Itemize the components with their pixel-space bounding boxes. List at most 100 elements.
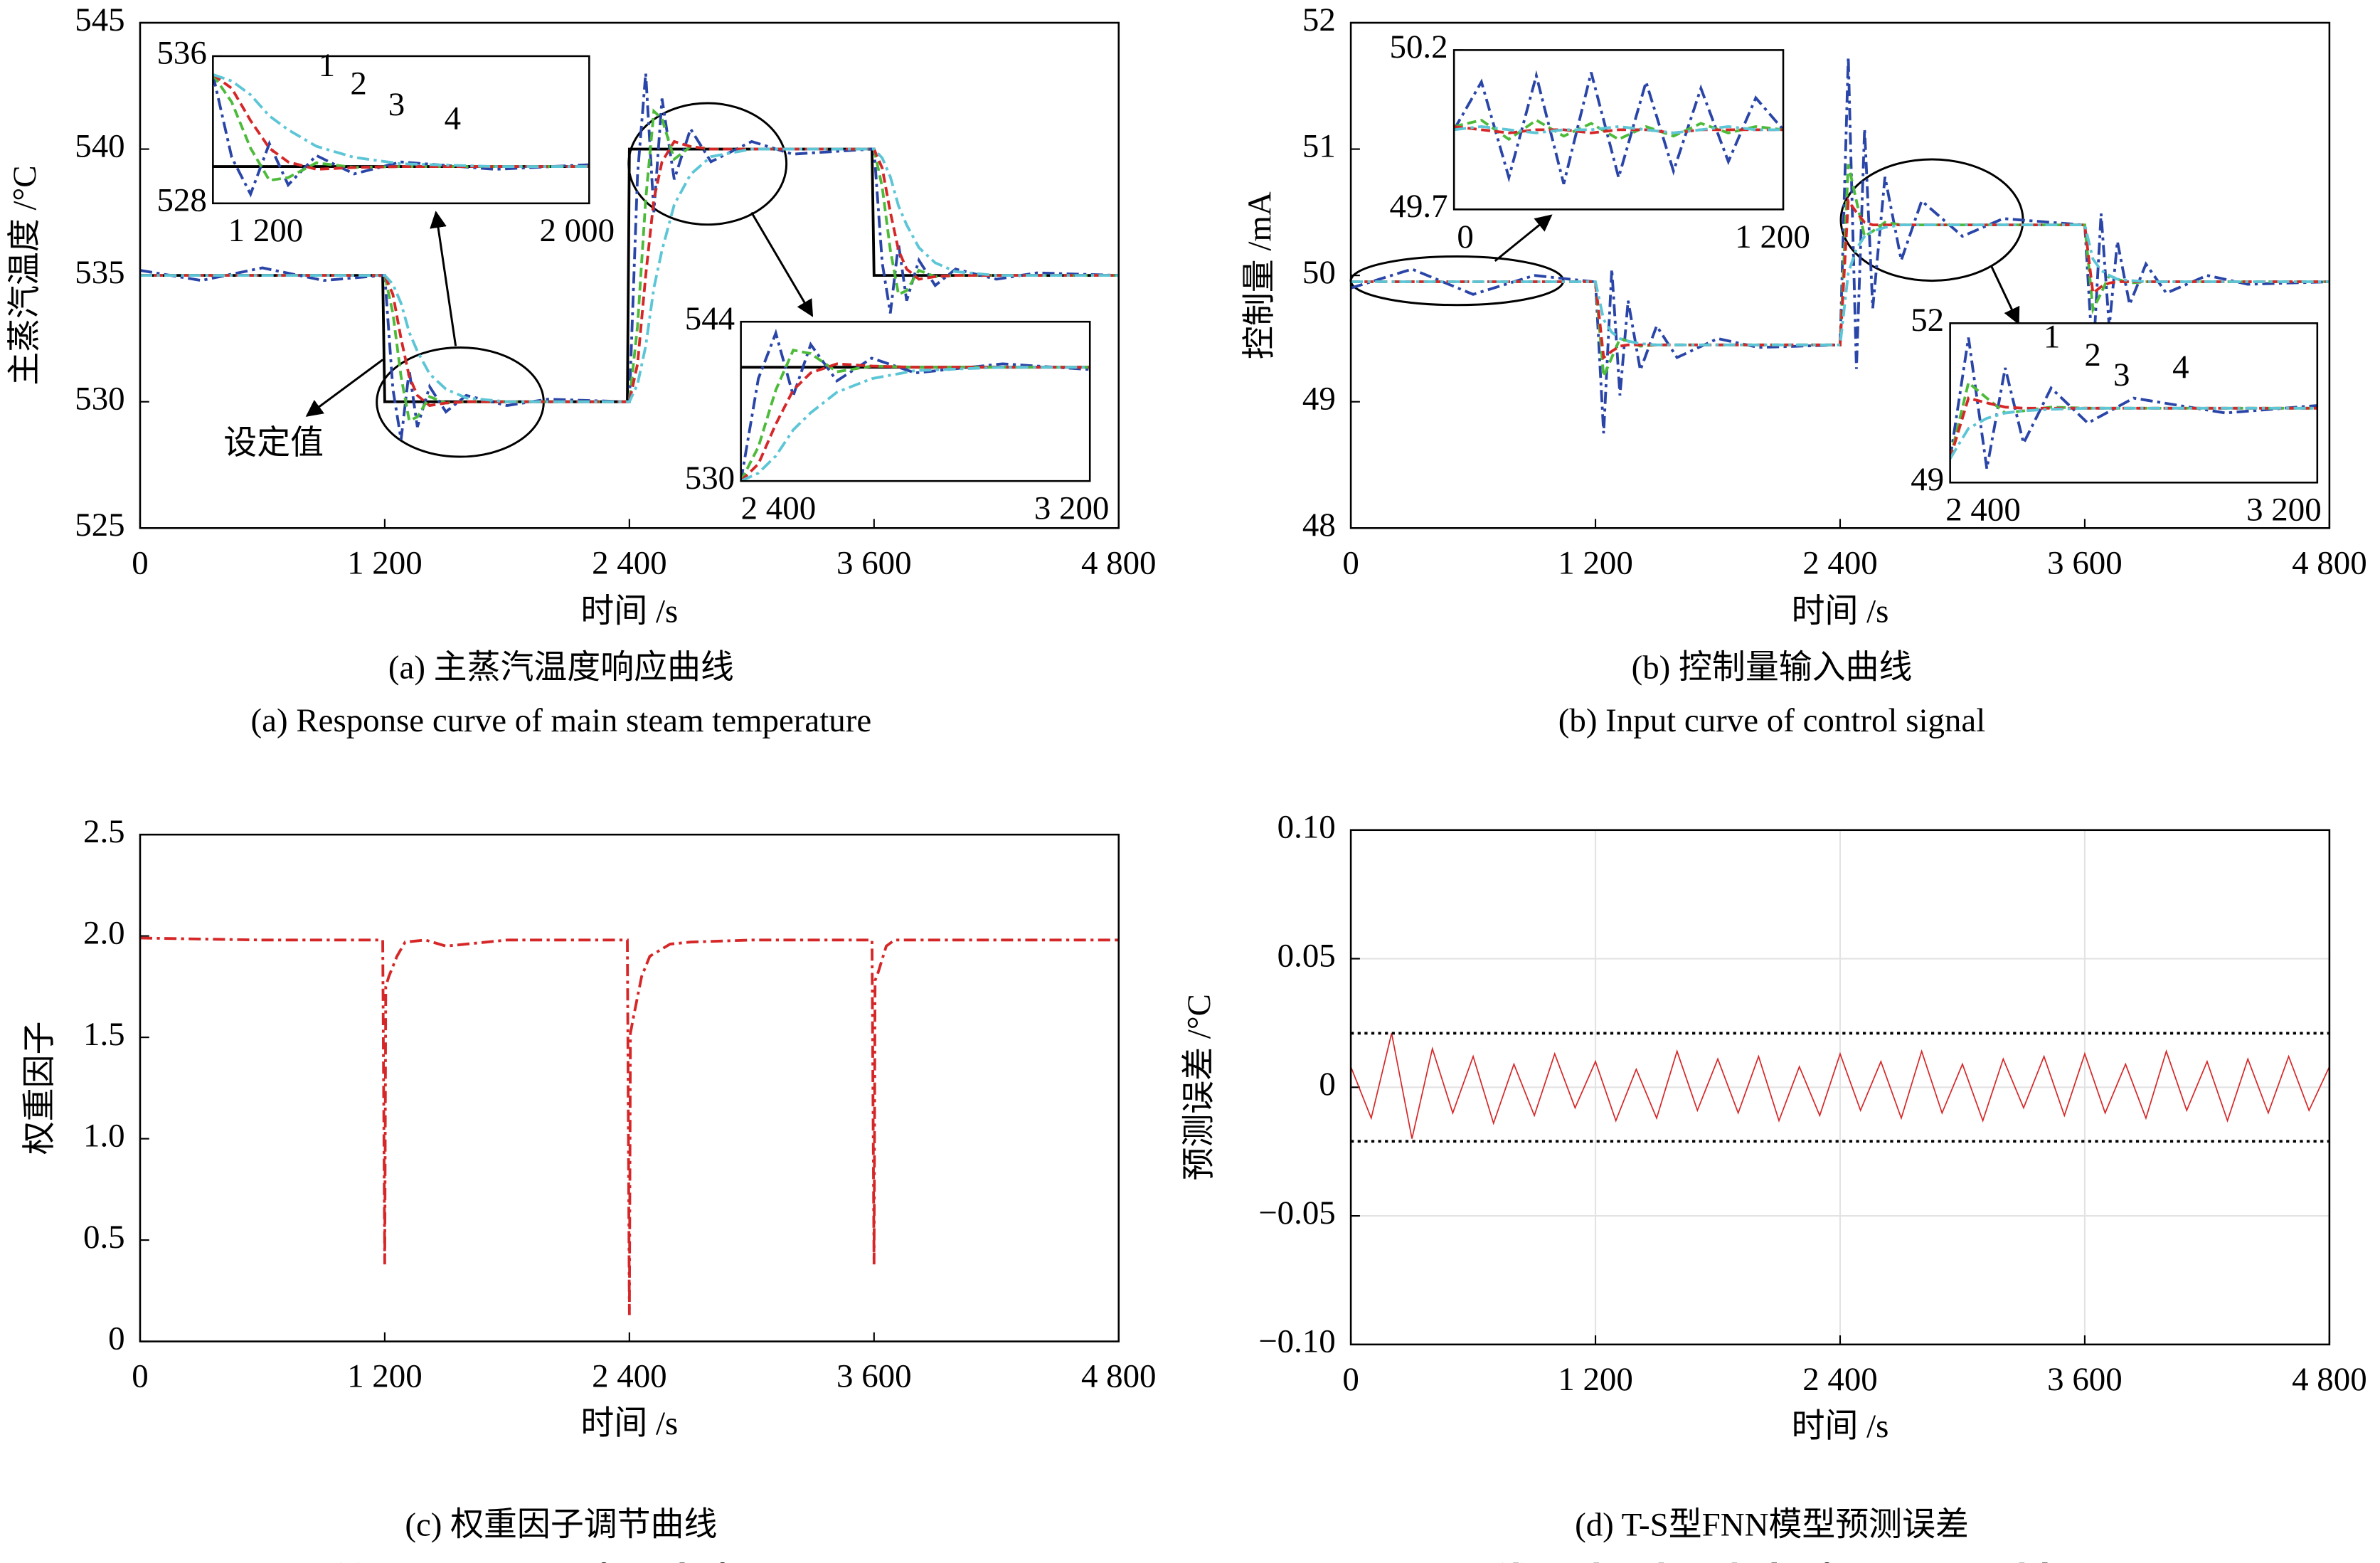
x-tick-label: 1 200: [347, 1358, 423, 1395]
x-tick-label: 3 600: [2047, 1361, 2123, 1398]
x-tick-label: 2 000: [539, 212, 615, 249]
plot-frame: [139, 21, 1120, 529]
y-tick-label: 2.5: [83, 813, 125, 850]
plot-area: [139, 73, 1119, 440]
plot-area: [139, 936, 1119, 1315]
series-line: [740, 366, 1090, 482]
x-tick-label: 3 600: [836, 1358, 912, 1395]
annotation: 4: [445, 100, 461, 137]
x-tick-label: 3 200: [1034, 490, 1110, 527]
x-tick-label: 2 400: [592, 544, 667, 581]
annotation: 3: [388, 86, 405, 123]
setpoint-arrow: [305, 359, 384, 417]
x-axis-label: 时间 /s: [1792, 1408, 1889, 1445]
y-tick-label: 49: [1302, 380, 1336, 417]
plot-frame: [212, 55, 590, 205]
caption: (c) 权重因子调节曲线: [405, 1507, 717, 1544]
x-tick-label: 4 800: [1081, 1358, 1157, 1395]
series-line: [740, 362, 1090, 482]
plot-area: [213, 73, 590, 198]
x-tick-label: 4 800: [2292, 544, 2367, 581]
series-line: [213, 73, 590, 171]
y-tick-label: 0: [108, 1320, 124, 1357]
y-tick-label: 50: [1302, 254, 1336, 291]
plot-area: [1454, 70, 1784, 184]
zoom-arrow: [1989, 265, 2020, 325]
x-axis-label: 时间 /s: [580, 593, 678, 630]
annotation: 2: [350, 65, 366, 102]
plot-frame: [1452, 49, 1785, 211]
series-line: [1950, 406, 2317, 460]
x-tick-label: 0: [1457, 218, 1473, 255]
x-tick-label: 0: [1342, 1361, 1359, 1398]
plot-frame: [1349, 21, 2331, 529]
y-tick-label: 530: [75, 380, 124, 417]
x-tick-label: 3 200: [2246, 492, 2322, 529]
x-tick-label: 3 600: [836, 544, 912, 581]
x-tick-label: 1 200: [1558, 1361, 1633, 1398]
series-line: [139, 936, 1119, 1315]
x-tick-label: 4 800: [2292, 1361, 2367, 1398]
inset-background: [1950, 323, 2317, 483]
series-line: [139, 73, 1119, 440]
annotation: 2: [2084, 337, 2100, 373]
annotation: 设定值: [223, 425, 324, 462]
series-line: [1351, 1033, 2329, 1139]
zoom-arrow: [430, 211, 457, 346]
series-line: [1351, 223, 2329, 346]
zoom-arrow: [1494, 214, 1553, 263]
series-line: [1454, 124, 1784, 134]
y-tick-label: 51: [1302, 127, 1336, 164]
x-tick-label: 4 800: [1081, 544, 1157, 581]
x-tick-label: 3 600: [2047, 544, 2123, 581]
series-line: [139, 139, 1119, 408]
y-tick-label: 535: [75, 254, 124, 291]
plot-area: [1950, 337, 2317, 470]
y-tick-label: 0.5: [83, 1219, 125, 1256]
y-axis-label: 预测误差 /°C: [1181, 994, 1218, 1180]
y-axis-label: 控制量 /mA: [1241, 191, 1278, 359]
series-line: [1950, 337, 2317, 470]
y-tick-label: −0.05: [1258, 1194, 1336, 1231]
annotation: 4: [2172, 349, 2189, 386]
annotation: 1: [2044, 319, 2060, 356]
y-axis-label: 权重因子: [21, 1022, 58, 1155]
caption-en: (a) Response curve of main steam tempera…: [251, 702, 872, 739]
y-tick-label: 1.0: [83, 1117, 125, 1154]
x-tick-label: 2 400: [741, 490, 817, 527]
y-axis-label: 主蒸汽温度 /°C: [6, 165, 43, 385]
caption: (d) T-S型FNN模型预测误差: [1575, 1507, 1969, 1544]
plot-area: [1351, 56, 2329, 434]
series-line: [139, 147, 1119, 403]
x-tick-label: 2 400: [592, 1358, 667, 1395]
zoom-arrow: [750, 211, 814, 317]
caption: (b) 控制量输入曲线: [1632, 650, 1913, 687]
series-line: [1454, 124, 1784, 134]
x-tick-label: 1 200: [228, 212, 304, 249]
x-tick-label: 1 200: [347, 544, 423, 581]
plot-frame: [139, 833, 1120, 1342]
plot-frame: [1349, 829, 2331, 1346]
y-tick-label: 540: [75, 127, 124, 164]
y-tick-label: 0.10: [1277, 809, 1336, 846]
y-tick-label: 48: [1302, 507, 1336, 544]
y-tick-label: 52: [1911, 302, 1944, 339]
y-tick-label: 52: [1302, 1, 1336, 38]
caption-en: (c) Tunning curve of weight factor: [331, 1557, 792, 1563]
series-line: [139, 108, 1119, 423]
y-tick-label: 528: [156, 182, 206, 219]
inset-background: [213, 55, 590, 203]
annotation: 1: [319, 47, 335, 84]
x-axis-label: 时间 /s: [580, 1405, 678, 1442]
y-tick-label: 544: [685, 300, 735, 337]
y-tick-label: 50.2: [1390, 28, 1448, 65]
series-line: [213, 73, 590, 169]
y-tick-label: 2.0: [83, 914, 125, 951]
series-line: [1454, 70, 1784, 184]
x-tick-label: 0: [1342, 544, 1359, 581]
x-tick-label: 2 400: [1945, 492, 2021, 529]
plot-frame: [740, 320, 1091, 482]
x-tick-label: 0: [132, 1358, 148, 1395]
